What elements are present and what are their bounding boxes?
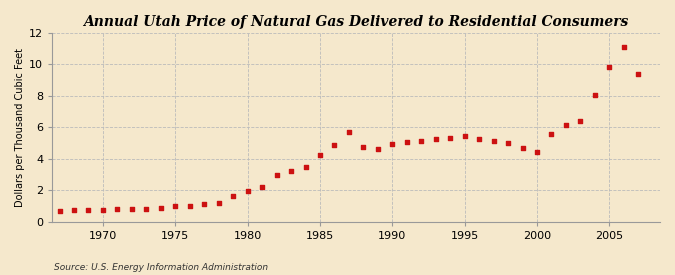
Point	[633, 72, 644, 76]
Y-axis label: Dollars per Thousand Cubic Feet: Dollars per Thousand Cubic Feet	[15, 48, 25, 207]
Point	[54, 209, 65, 213]
Point	[242, 189, 253, 193]
Point	[488, 139, 499, 144]
Point	[69, 208, 80, 213]
Point	[431, 137, 441, 141]
Point	[416, 139, 427, 143]
Point	[286, 168, 296, 173]
Point	[560, 122, 571, 127]
Point	[141, 207, 152, 211]
Point	[98, 207, 109, 212]
Point	[227, 194, 238, 198]
Point	[199, 202, 210, 207]
Point	[271, 173, 282, 177]
Point	[546, 132, 557, 137]
Point	[402, 140, 412, 144]
Point	[213, 201, 224, 205]
Point	[589, 93, 600, 97]
Point	[459, 134, 470, 139]
Point	[618, 45, 629, 49]
Point	[503, 141, 514, 145]
Point	[300, 165, 311, 169]
Point	[155, 206, 166, 210]
Point	[112, 207, 123, 211]
Point	[604, 65, 615, 70]
Point	[83, 208, 94, 212]
Point	[329, 143, 340, 147]
Point	[126, 207, 137, 211]
Point	[532, 149, 543, 154]
Point	[445, 135, 456, 140]
Text: Source: U.S. Energy Information Administration: Source: U.S. Energy Information Administ…	[54, 263, 268, 272]
Point	[517, 146, 528, 150]
Point	[387, 142, 398, 146]
Title: Annual Utah Price of Natural Gas Delivered to Residential Consumers: Annual Utah Price of Natural Gas Deliver…	[84, 15, 629, 29]
Point	[170, 204, 181, 208]
Point	[256, 185, 267, 189]
Point	[344, 130, 354, 134]
Point	[358, 145, 369, 150]
Point	[373, 146, 383, 151]
Point	[575, 119, 586, 123]
Point	[184, 203, 195, 208]
Point	[474, 137, 485, 142]
Point	[315, 153, 325, 158]
